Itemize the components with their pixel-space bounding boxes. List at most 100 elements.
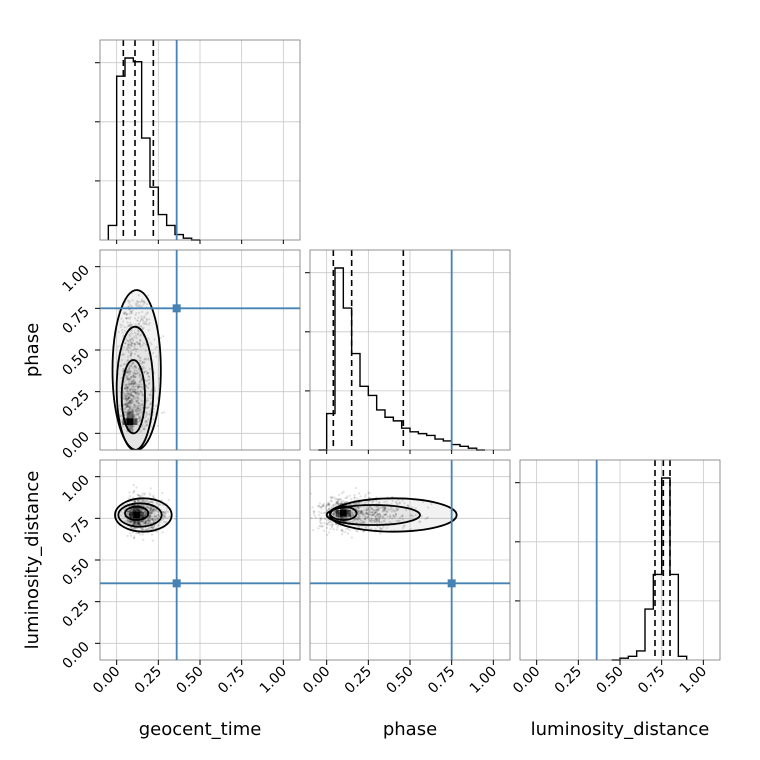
sample-point xyxy=(375,519,378,523)
sample-point xyxy=(126,387,129,390)
sample-point xyxy=(124,406,128,409)
sample-point xyxy=(129,375,133,379)
sample-point xyxy=(136,371,139,375)
sample-point xyxy=(126,370,129,373)
sample-point xyxy=(131,394,134,397)
sample-point xyxy=(137,322,140,325)
sample-point xyxy=(128,372,131,375)
sample-point xyxy=(382,519,385,522)
sample-point xyxy=(133,372,137,376)
sample-point xyxy=(382,506,385,509)
sample-point xyxy=(323,503,326,506)
sample-point xyxy=(401,517,404,521)
sample-point xyxy=(132,491,135,494)
sample-point xyxy=(132,509,135,512)
sample-point xyxy=(120,510,123,513)
sample-point xyxy=(138,509,141,512)
sample-point xyxy=(148,375,151,378)
sample-point xyxy=(138,508,141,512)
sample-point xyxy=(380,521,383,524)
sample-point xyxy=(347,503,351,506)
sample-point xyxy=(377,520,380,523)
sample-point xyxy=(343,507,346,510)
sample-point xyxy=(322,504,325,508)
sample-point xyxy=(350,511,354,514)
sample-point xyxy=(133,537,136,540)
sample-point xyxy=(130,352,133,355)
sample-point xyxy=(132,521,135,524)
sample-point xyxy=(142,428,145,431)
sample-point xyxy=(144,512,147,516)
sample-point xyxy=(325,505,328,508)
sample-point xyxy=(337,497,340,501)
sample-point xyxy=(132,375,135,378)
sample-point xyxy=(155,355,158,358)
sample-point xyxy=(131,380,134,383)
sample-point xyxy=(152,507,155,510)
sample-point xyxy=(375,511,378,514)
sample-point xyxy=(399,516,402,519)
sample-point xyxy=(148,507,151,510)
sample-point xyxy=(364,518,367,522)
sample-point xyxy=(159,336,162,340)
density-cell xyxy=(137,511,145,519)
sample-point xyxy=(141,508,144,511)
sample-point xyxy=(126,339,130,342)
sample-point xyxy=(130,399,134,402)
sample-point xyxy=(334,509,337,513)
sample-point xyxy=(129,382,132,385)
sample-point xyxy=(127,406,131,409)
sample-point xyxy=(371,514,375,517)
sample-point xyxy=(143,521,146,524)
sample-point xyxy=(401,526,405,530)
sample-point xyxy=(147,521,150,524)
sample-point xyxy=(141,499,144,502)
sample-point xyxy=(127,404,130,408)
sample-point xyxy=(130,400,133,403)
sample-point xyxy=(129,413,132,416)
sample-point xyxy=(138,408,141,411)
sample-point xyxy=(371,508,374,511)
sample-point xyxy=(127,397,130,400)
x-tick-label: 0.75 xyxy=(425,664,458,697)
sample-point xyxy=(352,513,355,516)
sample-point xyxy=(375,519,378,522)
sample-point xyxy=(373,509,376,512)
sample-point xyxy=(137,393,140,396)
sample-point xyxy=(143,428,146,431)
contour-level-1 xyxy=(115,325,155,450)
sample-point xyxy=(354,518,358,521)
sample-point xyxy=(334,522,338,526)
sample-point xyxy=(371,511,374,514)
sample-point xyxy=(137,508,140,512)
sample-point xyxy=(147,517,151,520)
sample-point xyxy=(143,514,147,517)
sample-point xyxy=(400,514,404,517)
sample-point xyxy=(119,414,122,418)
x-tick-label: 0.75 xyxy=(215,664,248,697)
sample-point xyxy=(377,518,380,521)
sample-point xyxy=(131,394,135,397)
sample-point xyxy=(147,505,150,508)
sample-point xyxy=(153,518,157,521)
sample-point xyxy=(132,390,135,393)
sample-point xyxy=(152,507,155,510)
sample-point xyxy=(127,401,131,405)
sample-point xyxy=(134,509,137,513)
sample-point xyxy=(366,511,370,515)
sample-point xyxy=(129,341,133,344)
sample-point xyxy=(137,521,140,524)
sample-point xyxy=(155,530,159,533)
sample-point xyxy=(122,312,125,315)
sample-point xyxy=(132,372,135,375)
sample-point xyxy=(129,316,132,319)
sample-point xyxy=(123,402,126,406)
sample-point xyxy=(378,515,381,518)
sample-point xyxy=(327,508,331,511)
sample-point xyxy=(144,419,147,423)
sample-point xyxy=(359,518,362,521)
sample-point xyxy=(158,503,161,506)
sample-point xyxy=(379,528,382,531)
sample-point xyxy=(135,372,138,375)
sample-point xyxy=(145,406,149,409)
